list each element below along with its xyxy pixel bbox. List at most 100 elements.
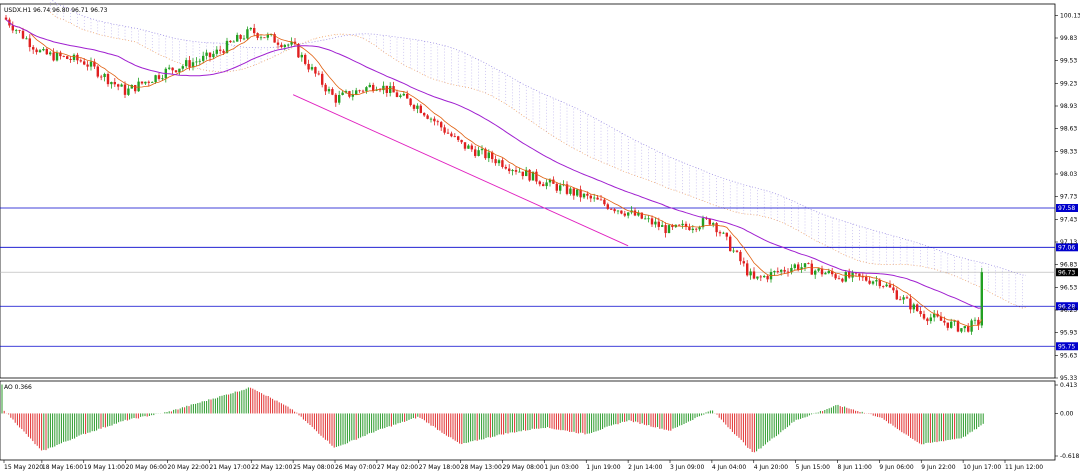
candle-279 [953, 320, 956, 322]
candle-218 [746, 263, 749, 276]
candle-18 [66, 56, 69, 59]
candle-162 [555, 183, 558, 191]
candle-239 [817, 268, 820, 271]
candle-204 [698, 227, 701, 230]
candle-129 [443, 127, 446, 133]
candle-30 [106, 73, 110, 85]
candle-150 [514, 170, 518, 172]
candle-15 [55, 52, 59, 61]
candle-181 [620, 210, 623, 214]
candle-102 [351, 94, 354, 97]
candle-40 [140, 81, 144, 84]
candle-165 [565, 184, 569, 194]
y-tick-label-15: 95.63 [1060, 352, 1077, 359]
candle-53 [185, 60, 188, 67]
candle-72 [249, 27, 252, 30]
candle-182 [623, 213, 626, 216]
candle-273 [933, 313, 936, 318]
y-tick-label-11: 96.83 [1060, 262, 1077, 269]
candle-198 [678, 224, 681, 226]
candle-215 [735, 250, 739, 252]
candle-146 [501, 160, 504, 167]
candle-216 [739, 251, 742, 262]
candle-38 [134, 85, 137, 92]
candle-82 [283, 44, 286, 48]
candle-248 [848, 272, 851, 278]
candle-7 [28, 38, 31, 48]
candle-174 [596, 197, 599, 200]
candle-183 [627, 212, 630, 216]
candle-147 [504, 166, 507, 169]
candle-249 [851, 272, 854, 278]
x-tick-label-22: 9 Jun 22:00 [921, 464, 955, 471]
candle-59 [205, 52, 208, 56]
ao-label: AO 0.366 [4, 384, 32, 391]
candle-14 [52, 52, 55, 61]
candle-283 [967, 326, 970, 332]
x-tick-label-2: 19 May 11:00 [84, 464, 125, 471]
candle-68 [236, 34, 239, 42]
candle-19 [69, 58, 72, 60]
candle-86 [297, 43, 300, 58]
candle-36 [127, 88, 130, 95]
candle-33 [117, 84, 120, 87]
candle-186 [637, 212, 640, 216]
candle-253 [865, 276, 868, 281]
candle-270 [922, 314, 926, 319]
candle-151 [518, 171, 521, 173]
candle-117 [402, 93, 405, 96]
candle-145 [497, 160, 501, 164]
candle-185 [633, 210, 637, 216]
candle-12 [45, 49, 48, 55]
candle-258 [882, 286, 885, 287]
candle-222 [759, 276, 762, 278]
candle-80 [276, 42, 280, 45]
candle-95 [327, 89, 331, 92]
candle-99 [341, 92, 344, 95]
candle-167 [572, 188, 575, 196]
candle-281 [960, 328, 963, 332]
candle-264 [902, 297, 905, 300]
candle-158 [542, 184, 545, 187]
candle-255 [871, 281, 875, 284]
candle-0 [4, 17, 8, 20]
candle-230 [786, 271, 790, 273]
candle-108 [372, 84, 375, 91]
candle-214 [732, 250, 735, 252]
candle-274 [936, 313, 939, 317]
candle-209 [715, 223, 718, 233]
x-tick-label-16: 3 Jun 09:00 [670, 464, 704, 471]
candle-180 [616, 210, 620, 212]
candle-262 [895, 290, 898, 300]
candle-169 [579, 189, 582, 198]
candle-221 [756, 276, 759, 279]
candle-276 [943, 320, 946, 323]
candle-240 [820, 268, 824, 275]
x-tick-label-24: 11 Jun 12:00 [1005, 464, 1043, 471]
x-tick-label-7: 25 May 08:00 [293, 464, 334, 471]
candle-139 [477, 150, 480, 156]
candle-10 [38, 50, 42, 53]
y-tick-label-12: 96.53 [1060, 284, 1077, 291]
candle-103 [355, 90, 358, 95]
y-tick-label-5: 98.63 [1060, 126, 1077, 133]
x-tick-label-15: 2 Jun 14:00 [628, 464, 662, 471]
x-tick-label-17: 4 Jun 04:00 [712, 464, 746, 471]
ma-fast-line [5, 19, 983, 327]
candle-55 [191, 62, 195, 68]
candle-211 [722, 232, 725, 234]
x-tick-label-14: 1 Jun 19:00 [586, 464, 620, 471]
candle-87 [300, 54, 303, 58]
candle-104 [358, 90, 361, 92]
level-label-bg-0 [1056, 204, 1078, 212]
candle-168 [576, 189, 579, 196]
candle-46 [161, 78, 164, 80]
candle-73 [253, 27, 256, 34]
ma-slow-line [5, 19, 982, 309]
candle-234 [800, 267, 803, 270]
ao-panel: 0.413 0.00 -0.618 AO 0.366 [0, 380, 1080, 461]
candle-243 [831, 270, 834, 275]
candle-194 [664, 225, 667, 234]
level-label-bg-1 [1056, 243, 1078, 252]
